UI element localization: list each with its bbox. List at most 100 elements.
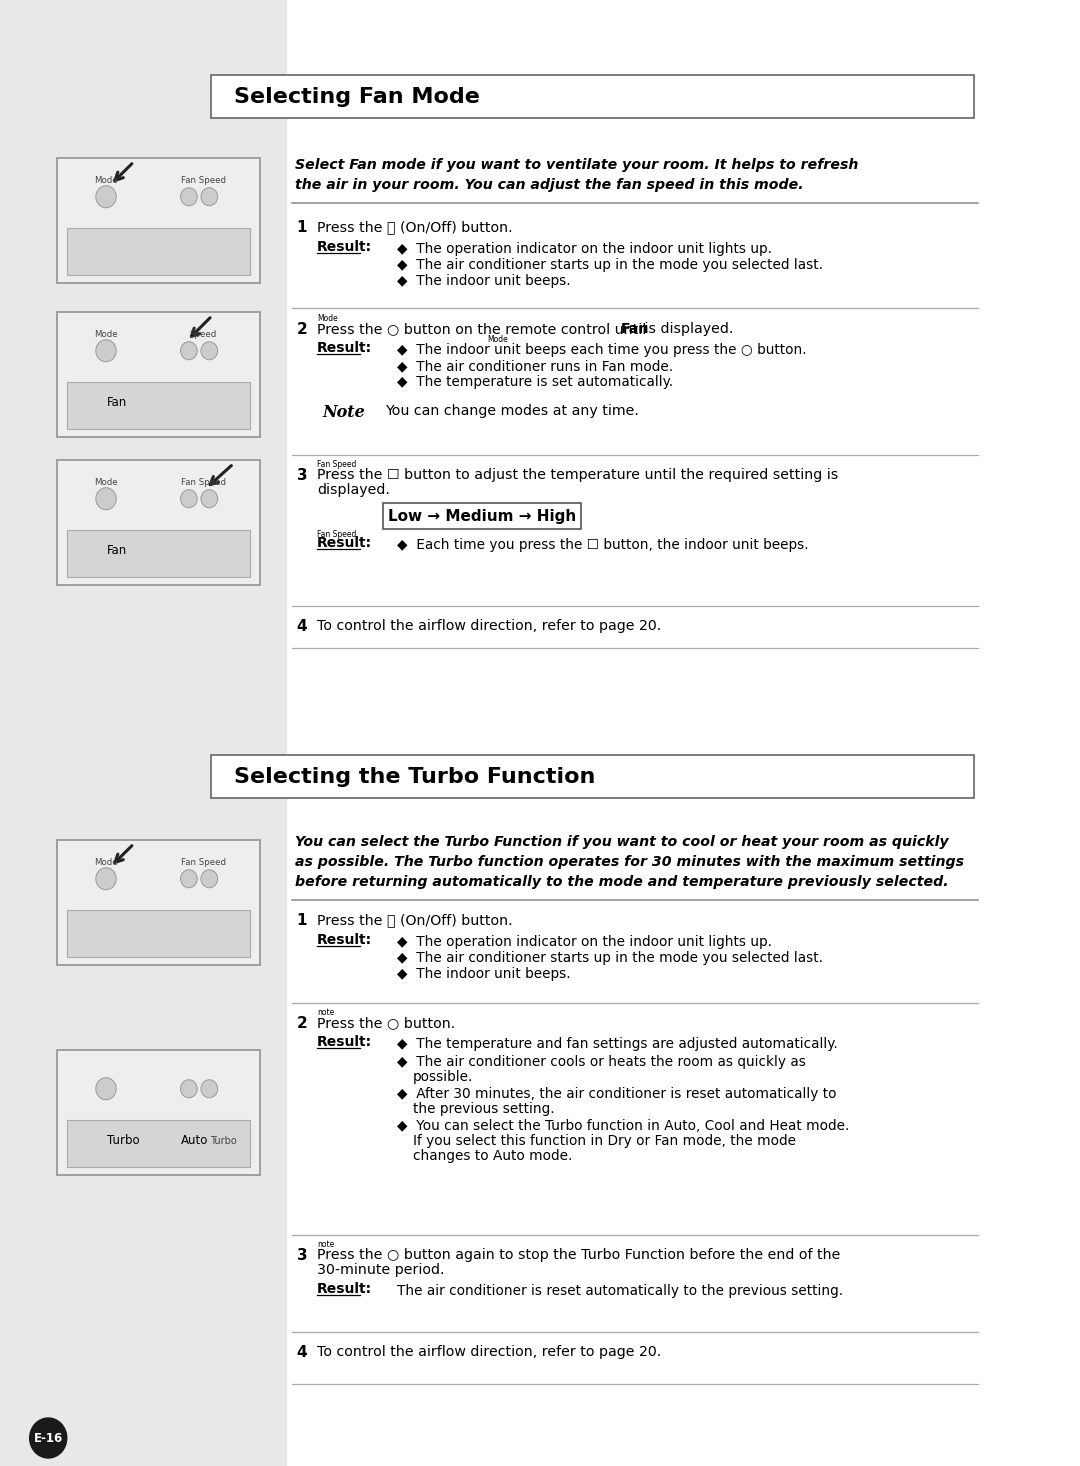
Text: Turbo: Turbo [107,1135,139,1148]
Text: Speed: Speed [189,330,217,339]
Text: Fan Speed: Fan Speed [180,478,226,487]
Text: ◆  The air conditioner starts up in the mode you selected last.: ◆ The air conditioner starts up in the m… [397,258,823,273]
Text: Auto: Auto [180,1135,208,1148]
Text: Mode: Mode [318,314,338,323]
Text: Mode: Mode [94,858,118,868]
Text: Result:: Result: [318,932,373,947]
Text: ◆  The operation indicator on the indoor unit lights up.: ◆ The operation indicator on the indoor … [397,935,772,949]
Text: ◆  The indoor unit beeps.: ◆ The indoor unit beeps. [397,274,570,287]
Text: ◆  You can select the Turbo function in Auto, Cool and Heat mode.: ◆ You can select the Turbo function in A… [397,1119,849,1133]
Circle shape [201,188,218,205]
FancyBboxPatch shape [383,503,581,529]
FancyBboxPatch shape [57,460,259,585]
Text: 4: 4 [297,619,308,633]
Text: 2: 2 [297,1016,308,1031]
Text: Result:: Result: [318,342,373,355]
Text: 30-minute period.: 30-minute period. [318,1264,445,1277]
Text: ◆  The air conditioner runs in Fan mode.: ◆ The air conditioner runs in Fan mode. [397,359,673,372]
Text: Fan Speed: Fan Speed [180,858,226,868]
Text: Press the ⓘ (On/Off) button.: Press the ⓘ (On/Off) button. [318,220,513,235]
Text: Result:: Result: [318,537,373,550]
Text: ◆  The temperature and fan settings are adjusted automatically.: ◆ The temperature and fan settings are a… [397,1036,838,1051]
Text: Result:: Result: [318,1281,373,1296]
Text: If you select this function in Dry or Fan mode, the mode: If you select this function in Dry or Fa… [413,1135,796,1148]
Text: 4: 4 [297,1344,308,1360]
FancyBboxPatch shape [67,381,251,430]
Circle shape [180,1080,198,1098]
Circle shape [201,869,218,888]
Text: displayed.: displayed. [318,482,390,497]
Text: Fan: Fan [107,544,127,557]
Circle shape [180,869,198,888]
FancyBboxPatch shape [67,227,251,276]
Text: ◆  The air conditioner cools or heats the room as quickly as: ◆ The air conditioner cools or heats the… [397,1056,806,1069]
Circle shape [201,490,218,507]
Text: Press the ○ button.: Press the ○ button. [318,1016,456,1031]
Text: 3: 3 [297,1248,308,1264]
Text: is displayed.: is displayed. [639,323,733,336]
Circle shape [201,1080,218,1098]
Text: changes to Auto mode.: changes to Auto mode. [413,1149,572,1163]
Text: ◆  The temperature is set automatically.: ◆ The temperature is set automatically. [397,375,673,388]
Text: 1: 1 [297,913,307,928]
Text: ◆  Each time you press the ☐ button, the indoor unit beeps.: ◆ Each time you press the ☐ button, the … [397,538,809,553]
Text: Selecting the Turbo Function: Selecting the Turbo Function [233,767,595,787]
Text: Result:: Result: [318,1035,373,1050]
Bar [0,0,285,1466]
Text: To control the airflow direction, refer to page 20.: To control the airflow direction, refer … [318,1344,661,1359]
Text: Low → Medium → High: Low → Medium → High [388,509,577,523]
Text: Fan: Fan [620,323,649,336]
Text: Fan: Fan [107,396,127,409]
Text: Turbo: Turbo [210,1136,237,1146]
FancyBboxPatch shape [57,1050,259,1176]
Circle shape [96,340,117,362]
FancyBboxPatch shape [57,312,259,437]
Text: 3: 3 [297,468,308,482]
Text: You can change modes at any time.: You can change modes at any time. [384,405,638,418]
Text: Result:: Result: [318,240,373,254]
Text: Fan Speed: Fan Speed [318,531,356,539]
FancyBboxPatch shape [212,755,974,798]
Text: ◆  The indoor unit beeps.: ◆ The indoor unit beeps. [397,968,570,981]
Text: Selecting Fan Mode: Selecting Fan Mode [233,86,480,107]
Text: E-16: E-16 [33,1431,63,1444]
Text: note: note [318,1009,335,1017]
FancyBboxPatch shape [57,158,259,283]
FancyBboxPatch shape [57,840,259,965]
FancyBboxPatch shape [67,909,251,957]
Text: Press the ☐ button to adjust the temperature until the required setting is: Press the ☐ button to adjust the tempera… [318,468,838,482]
Text: 2: 2 [297,323,308,337]
Circle shape [96,488,117,510]
Text: The air conditioner is reset automatically to the previous setting.: The air conditioner is reset automatical… [397,1284,843,1297]
Circle shape [180,188,198,205]
Text: Mode: Mode [94,330,118,339]
Text: ◆  The indoor unit beeps each time you press the ○ button.: ◆ The indoor unit beeps each time you pr… [397,343,807,358]
Text: Fan Speed: Fan Speed [318,460,356,469]
FancyBboxPatch shape [212,75,974,117]
Text: Press the ⓘ (On/Off) button.: Press the ⓘ (On/Off) button. [318,913,513,927]
Text: You can select the Turbo Function if you want to cool or heat your room as quick: You can select the Turbo Function if you… [295,836,964,888]
Text: 1: 1 [297,220,307,235]
Text: possible.: possible. [413,1070,473,1083]
Text: Mode: Mode [94,176,118,185]
FancyBboxPatch shape [67,1120,251,1167]
Text: note: note [318,1240,335,1249]
Text: Mode: Mode [94,478,118,487]
FancyBboxPatch shape [67,529,251,578]
Text: To control the airflow direction, refer to page 20.: To control the airflow direction, refer … [318,619,661,633]
Circle shape [96,1078,117,1100]
Circle shape [96,186,117,208]
Circle shape [180,342,198,359]
Circle shape [29,1418,67,1459]
Text: Fan Speed: Fan Speed [180,176,226,185]
Text: Press the ○ button on the remote control until: Press the ○ button on the remote control… [318,323,651,336]
Text: Press the ○ button again to stop the Turbo Function before the end of the: Press the ○ button again to stop the Tur… [318,1248,840,1262]
Circle shape [96,868,117,890]
Text: ◆  The operation indicator on the indoor unit lights up.: ◆ The operation indicator on the indoor … [397,242,772,257]
Circle shape [180,490,198,507]
Circle shape [201,342,218,359]
Text: the previous setting.: the previous setting. [413,1102,554,1116]
Text: Mode: Mode [487,336,508,345]
Text: Note: Note [323,405,365,421]
Text: ◆  The air conditioner starts up in the mode you selected last.: ◆ The air conditioner starts up in the m… [397,951,823,965]
